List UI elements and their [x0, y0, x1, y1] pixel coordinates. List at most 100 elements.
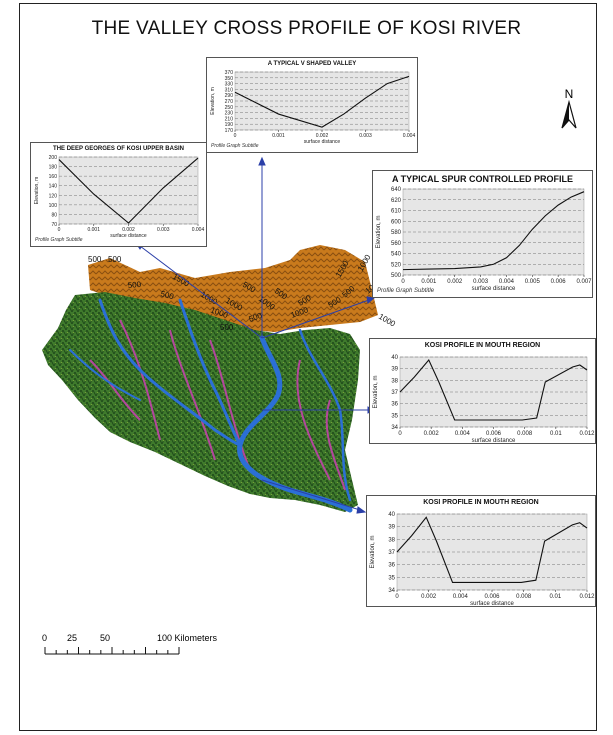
- x-tick-label: 0.007: [576, 279, 592, 285]
- scale-bar: 0 25 50 100 Kilometers: [42, 633, 218, 655]
- plot-area: [58, 156, 199, 225]
- y-tick-label: 36: [388, 563, 395, 569]
- x-tick-label: 0.006: [486, 431, 502, 437]
- y-tick-label: 38: [388, 537, 395, 543]
- profile-title: THE DEEP GEORGES OF KOSI UPPER BASIN: [53, 146, 184, 152]
- contour-label: 500: [127, 280, 142, 290]
- main-rivers: [69, 298, 353, 513]
- x-axis-label: surface distance: [304, 139, 341, 145]
- x-axis-label: surface distance: [472, 438, 516, 443]
- x-tick-label: 0: [58, 227, 61, 233]
- scale-label-100: 100 Kilometers: [157, 633, 218, 643]
- x-tick-label: 0.002: [421, 594, 437, 600]
- y-tick-label: 330: [225, 82, 234, 88]
- scale-label-25: 25: [67, 633, 77, 643]
- scale-label-0: 0: [42, 633, 47, 643]
- y-tick-label: 40: [391, 355, 398, 361]
- y-tick-label: 620: [391, 198, 402, 204]
- y-axis-label: Elevation, m: [34, 177, 40, 205]
- y-axis-label: Elevation, m: [210, 87, 216, 115]
- y-tick-label: 36: [391, 402, 398, 408]
- y-tick-label: 580: [391, 230, 402, 236]
- x-tick-label: 0.002: [447, 279, 463, 285]
- y-tick-label: 39: [388, 525, 395, 531]
- profile-line: [396, 516, 588, 583]
- x-tick-label: 0.01: [549, 594, 561, 600]
- y-tick-label: 230: [225, 111, 234, 117]
- contour-label: 500: [248, 311, 264, 324]
- y-tick-label: 37: [388, 550, 395, 556]
- y-tick-label: 70: [51, 222, 57, 228]
- y-tick-label: 500: [391, 273, 402, 279]
- y-tick-label: 270: [225, 99, 234, 105]
- x-tick-label: 0.003: [359, 133, 372, 139]
- y-tick-label: 640: [391, 187, 402, 193]
- x-tick-label: 0.004: [455, 431, 471, 437]
- y-tick-label: 290: [225, 93, 234, 99]
- scale-ticks: [44, 647, 180, 654]
- profile-panel-mouth-2: KOSI PROFILE IN MOUTH REGION 40 39 38 37 36 3…: [366, 495, 596, 607]
- contour-label: 500: [88, 255, 102, 264]
- x-tick-label: 0.004: [453, 594, 469, 600]
- profile-panel-deep-georges: THE DEEP GEORGES OF KOSI UPPER BASIN 200…: [30, 142, 207, 247]
- north-label: N: [565, 87, 574, 101]
- x-tick-label: 0.012: [579, 431, 595, 437]
- tributaries: [89, 319, 346, 491]
- x-axis-label: surface distance: [472, 286, 516, 292]
- contour-label: 500: [108, 255, 122, 264]
- y-tick-label: 35: [388, 575, 395, 581]
- y-tick-label: 39: [391, 367, 398, 373]
- profile-panel-spur: A TYPICAL SPUR CONTROLLED PROFILE 640 620…: [372, 170, 593, 298]
- y-tick-label: 520: [391, 262, 402, 268]
- contour-label: 500: [220, 323, 234, 332]
- y-tick-label: 140: [49, 184, 58, 190]
- profile-line: [58, 157, 199, 224]
- x-tick-label: 0.002: [122, 227, 135, 233]
- profile-chart: 40 39 38 37 36 35 340 0.002 0.004 0.006 0.008 0.01 0…: [370, 512, 595, 606]
- contour-label: 1000: [356, 253, 373, 273]
- x-tick-label: 0.004: [403, 133, 416, 139]
- profile-title: KOSI PROFILE IN MOUTH REGION: [423, 499, 539, 506]
- profile-line: [234, 75, 410, 128]
- x-tick-label: 0.005: [525, 279, 541, 285]
- x-tick-label: 0.006: [551, 279, 567, 285]
- y-tick-label: 610: [391, 209, 402, 215]
- x-axis-label: surface distance: [470, 601, 514, 606]
- x-tick-label: 0.004: [192, 227, 205, 233]
- y-tick-label: 40: [388, 512, 395, 518]
- x-tick-label: 0: [398, 431, 402, 437]
- profile-panel-v-valley: A TYPICAL V SHAPED VALLEY 370 350 330 310 29…: [206, 57, 418, 153]
- y-tick-label: 600: [391, 219, 402, 225]
- y-axis-label: Elevation, m: [376, 215, 382, 248]
- y-tick-label: 250: [225, 105, 234, 111]
- profile-line: [399, 358, 588, 421]
- y-tick-label: 540: [391, 252, 402, 258]
- y-tick-label: 560: [391, 241, 402, 247]
- north-arrow-icon: N: [561, 87, 577, 129]
- y-tick-label: 34: [388, 588, 395, 594]
- x-tick-label: 0.001: [272, 133, 285, 139]
- x-axis-label: surface distance: [110, 233, 147, 239]
- y-tick-label: 170: [225, 128, 234, 134]
- x-tick-label: 0.002: [316, 133, 329, 139]
- x-tick-label: 0.003: [157, 227, 170, 233]
- profile-chart: 40 39 38 37 36 35 340 0.002 0.004 0.006 0.008 0.01 0…: [373, 355, 595, 443]
- y-axis-label: Elevation, m: [370, 535, 376, 568]
- profile-line: [402, 191, 585, 271]
- profile-title: KOSI PROFILE IN MOUTH REGION: [424, 342, 541, 349]
- profile-subtitle: Profile Graph Subtitle: [211, 143, 259, 149]
- plot-area: [399, 356, 588, 428]
- x-tick-label: 0.008: [516, 594, 532, 600]
- x-tick-label: 0.004: [499, 279, 515, 285]
- y-tick-label: 160: [49, 174, 58, 180]
- x-tick-label: 0.002: [424, 431, 440, 437]
- y-tick-label: 200: [49, 155, 58, 161]
- y-tick-label: 310: [225, 87, 234, 93]
- profile-title: A TYPICAL SPUR CONTROLLED PROFILE: [391, 174, 573, 184]
- y-tick-label: 120: [49, 193, 58, 199]
- x-tick-label: 0.012: [579, 594, 595, 600]
- y-tick-label: 80: [51, 212, 57, 218]
